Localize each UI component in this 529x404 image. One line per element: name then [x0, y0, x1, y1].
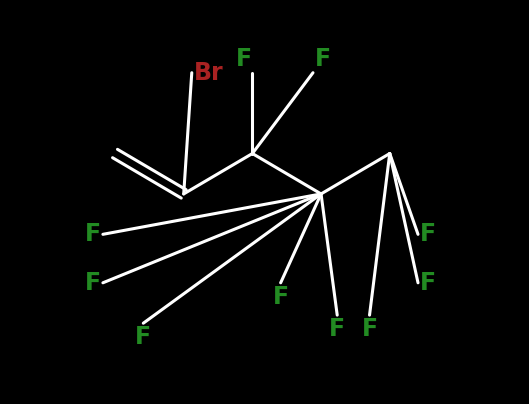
Text: F: F	[315, 47, 331, 71]
Text: F: F	[329, 317, 345, 341]
Text: F: F	[85, 222, 101, 246]
Text: F: F	[236, 47, 252, 71]
Text: F: F	[135, 325, 151, 349]
Text: Br: Br	[194, 61, 223, 85]
Text: F: F	[272, 285, 289, 309]
Text: F: F	[361, 317, 378, 341]
Text: F: F	[85, 271, 101, 295]
Text: F: F	[420, 222, 436, 246]
Text: F: F	[420, 271, 436, 295]
